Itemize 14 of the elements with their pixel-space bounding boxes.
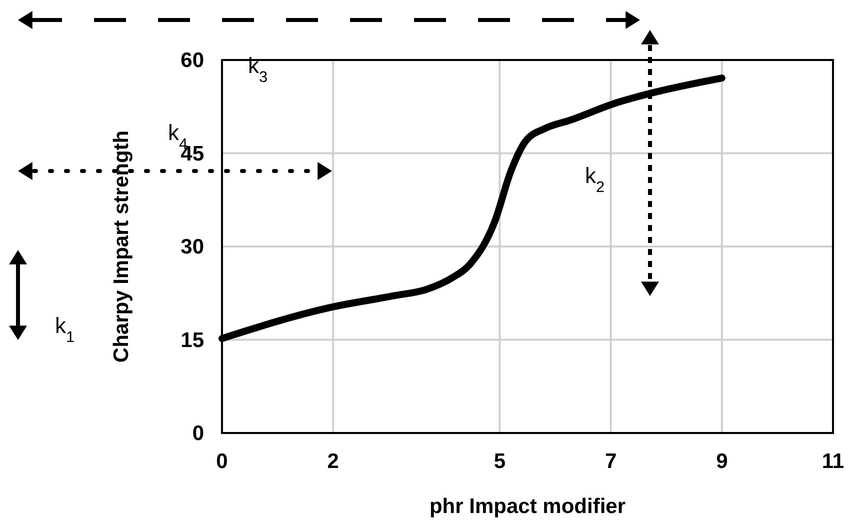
annotation: k$_{2}$ — [585, 163, 605, 196]
x-axis-title: phr Impact modifier — [429, 495, 626, 518]
y-tick-label: 30 — [180, 236, 204, 258]
x-tick-label: 0 — [216, 450, 228, 473]
y-tick-label: 60 — [180, 49, 204, 72]
x-tick-label: 7 — [604, 450, 617, 473]
x-tick-label: 9 — [716, 450, 728, 473]
text: k$_{1}$ — [55, 313, 75, 346]
x-tick-label: 11 — [822, 450, 844, 473]
y-tick-label: 0 — [192, 422, 204, 445]
x-tick-label: 2 — [327, 450, 339, 473]
x-tick-label: 5 — [494, 450, 506, 473]
y-tick-label: 15 — [180, 328, 204, 352]
y-axis-title: Charpy Impart strength — [110, 130, 133, 363]
